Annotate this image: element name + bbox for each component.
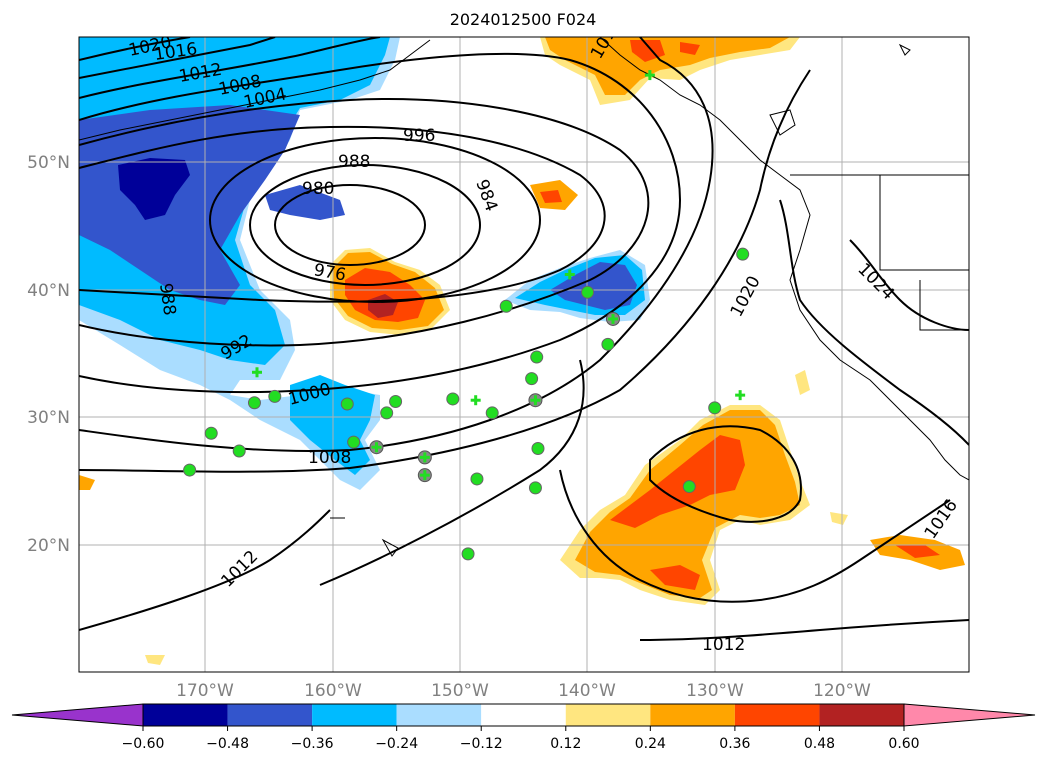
contour-labels: 1020 1016 1012 1008 1004 996 988 980 984…: [127, 37, 962, 655]
map-frame: [78, 36, 970, 673]
lon-label-160w: 160°W: [304, 681, 362, 701]
observation-marker-plus: [564, 269, 575, 280]
latitude-labels: 50°N 40°N 30°N 20°N: [27, 153, 70, 556]
colorbar-tick-label: −0.48: [206, 736, 249, 752]
contour-label: 1008: [308, 448, 351, 468]
colorbar-tick-label: −0.12: [460, 736, 503, 752]
colorbar-tick-label: 0.24: [635, 736, 666, 752]
colorbar-swatch: [312, 704, 397, 726]
observation-marker-circle: [736, 247, 750, 261]
gridlines: [79, 37, 969, 672]
colorbar-swatch: [396, 704, 482, 726]
observation-marker-plus: [419, 470, 430, 481]
colorbar-extend-high: [903, 703, 1036, 727]
observation-marker-plus: [735, 390, 746, 401]
observation-marker-circle: [601, 337, 615, 351]
lon-label-120w: 120°W: [813, 681, 871, 701]
observation-marker-plus: [644, 70, 655, 81]
observation-marker-circle: [380, 406, 394, 420]
colorbar: −0.60 −0.48 −0.36 −0.24 −0.12 0.12 0.24 0.36 0.4…: [11, 703, 1036, 752]
observation-marker-plus: [419, 452, 430, 463]
colorbar-tick-label: 0.36: [719, 736, 750, 752]
observation-marker-circle: [528, 481, 542, 495]
map-plot-area: 1020 1016 1012 1008 1004 996 988 980 984…: [79, 37, 969, 672]
colorbar-extend-low: [11, 703, 144, 727]
lat-label-50n: 50°N: [27, 153, 70, 173]
positive-anomaly-low: [330, 180, 578, 335]
colorbar-swatch: [819, 704, 904, 726]
colorbar-tick-label: −0.24: [375, 736, 418, 752]
observation-marker-circle: [499, 299, 513, 313]
colorbar-swatch: [227, 704, 313, 726]
observation-marker-circle: [530, 350, 544, 364]
observation-marker-circle: [708, 401, 722, 415]
observation-marker-circle: [446, 392, 460, 406]
contour-label: 980: [302, 179, 334, 199]
observation-marker-circle: [340, 397, 354, 411]
colorbar-swatch: [734, 704, 820, 726]
observation-marker-circle: [232, 444, 246, 458]
observation-marker-circle: [682, 480, 696, 494]
lon-label-170w: 170°W: [176, 681, 234, 701]
colorbar-swatch: [565, 704, 651, 726]
coastlines: [79, 37, 969, 557]
observation-marker-circle: [581, 285, 595, 299]
positive-anomaly-north: [540, 37, 800, 105]
colorbar-tick-label: 0.60: [888, 736, 919, 752]
observation-marker-circle: [485, 406, 499, 420]
observation-marker-circle: [183, 463, 197, 477]
contour-label: 988: [338, 152, 370, 172]
lat-label-40n: 40°N: [27, 281, 70, 301]
observation-marker-circle: [247, 396, 261, 410]
lon-label-140w: 140°W: [558, 681, 616, 701]
lon-label-150w: 150°W: [431, 681, 489, 701]
contour-label: 988: [155, 282, 179, 317]
colorbar-swatch: [481, 704, 566, 726]
colorbar-swatch: [650, 704, 735, 726]
observation-marker-plus: [530, 395, 541, 406]
colorbar-tick-label: −0.60: [122, 736, 165, 752]
colorbar-tick-label: 0.48: [804, 736, 835, 752]
observation-marker-circle: [389, 394, 403, 408]
colorbar-tick-label: −0.36: [291, 736, 334, 752]
observation-marker-circle: [531, 441, 545, 455]
observation-marker-plus: [608, 313, 618, 324]
colorbar-swatch: [143, 704, 228, 726]
observation-marker-circle: [347, 435, 361, 449]
observation-marker-plus: [470, 395, 481, 406]
longitude-labels: 170°W 160°W 150°W 140°W 130°W 120°W: [176, 681, 871, 701]
lon-label-130w: 130°W: [686, 681, 744, 701]
pressure-contours: [79, 37, 969, 641]
observation-marker-plus: [371, 442, 382, 453]
observation-marker-circle: [470, 472, 484, 486]
contour-label: 1012: [702, 635, 745, 655]
lat-label-20n: 20°N: [27, 536, 70, 556]
observation-marker-circle: [461, 547, 475, 561]
contour-label: 996: [403, 126, 435, 146]
colorbar-tick-label: 0.12: [550, 736, 581, 752]
observation-marker-plus: [252, 367, 262, 378]
colorbar-frame: [142, 703, 905, 727]
lat-label-30n: 30°N: [27, 408, 70, 428]
map-title: 2024012500 F024: [450, 10, 597, 29]
observation-marker-circle: [525, 372, 539, 386]
observation-marker-circle: [204, 426, 218, 440]
observation-markers: [183, 70, 750, 561]
observation-marker-circle: [268, 389, 282, 403]
